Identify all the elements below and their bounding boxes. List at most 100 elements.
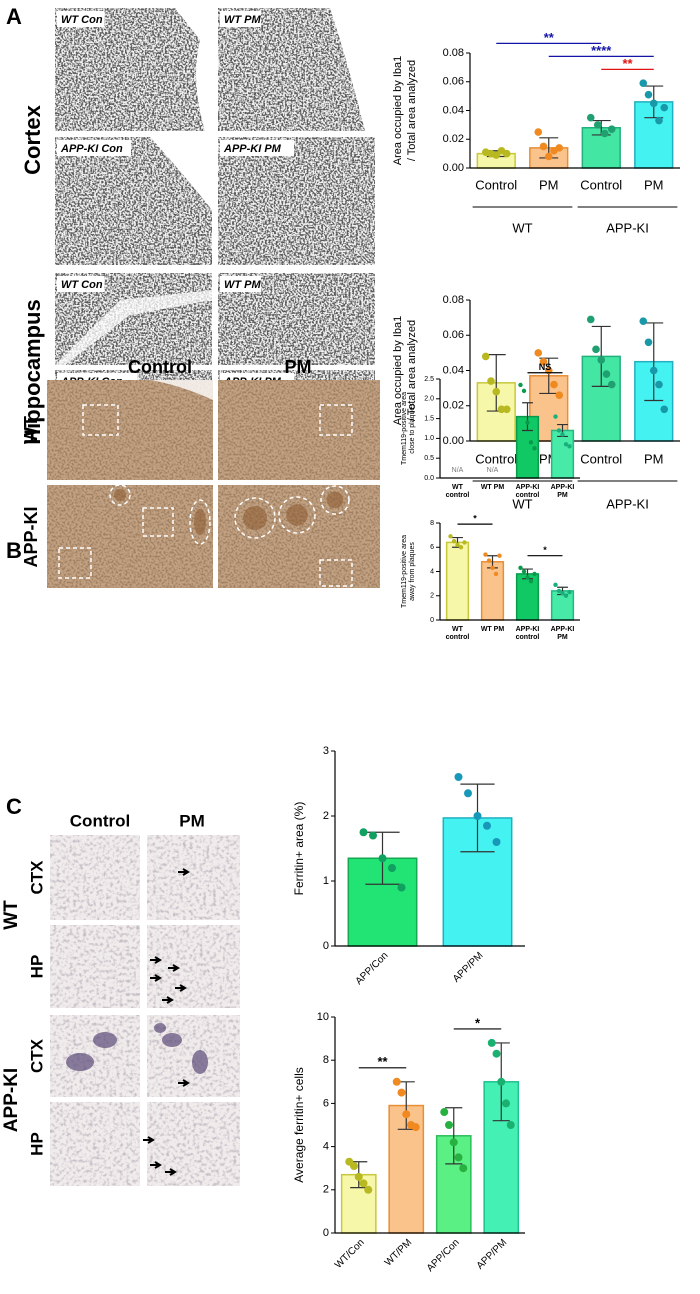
- image-label: WT Con: [61, 14, 103, 26]
- data-point: [553, 414, 558, 419]
- data-point: [350, 1162, 358, 1171]
- data-point: [449, 1138, 458, 1147]
- plaque-circle: [189, 499, 211, 545]
- x-tick-label: PM: [557, 634, 568, 641]
- significance-label: *: [543, 545, 547, 555]
- y-tick-label: 6: [430, 544, 434, 551]
- x-tick-label: APP-KI: [516, 626, 540, 633]
- image-label-bg: [57, 11, 105, 27]
- y-tick-label: 0: [323, 940, 329, 952]
- data-point: [528, 579, 534, 584]
- micrograph-texture: [218, 380, 380, 480]
- significance-label: **: [622, 56, 633, 71]
- data-point: [378, 854, 387, 863]
- arrow: [178, 868, 190, 876]
- significance-label: *: [475, 1015, 481, 1030]
- image-label-bg: [220, 11, 261, 27]
- region-label: CTX: [27, 1038, 46, 1073]
- image-label: WT Con: [61, 279, 103, 291]
- x-tick-label: APP-KI: [551, 626, 575, 633]
- data-point: [660, 405, 669, 414]
- y-tick-label: 8: [323, 1054, 329, 1066]
- plaque-blob: [194, 508, 206, 536]
- data-point: [534, 128, 543, 136]
- data-point: [528, 440, 534, 445]
- plaque-blob: [286, 504, 308, 526]
- data-point: [600, 129, 609, 138]
- y-axis-label: Ferritin+ area (%): [292, 802, 306, 896]
- x-tick-label: APP-KI: [551, 484, 575, 491]
- roi-box: [82, 404, 119, 436]
- data-point: [607, 125, 616, 133]
- value-label: N/A: [487, 467, 499, 474]
- data-point: [644, 338, 653, 347]
- data-point: [593, 121, 602, 129]
- arrow: [168, 964, 180, 972]
- data-point: [402, 1110, 411, 1119]
- micrograph-texture: [50, 925, 140, 1008]
- x-tick-label: Control: [475, 451, 517, 466]
- arrow: [162, 996, 174, 1004]
- tissue-edge: [150, 380, 213, 400]
- data-point: [607, 380, 616, 389]
- data-point: [555, 391, 564, 399]
- data-point: [411, 1123, 420, 1132]
- x-tick-label: APP/PM: [475, 1237, 510, 1272]
- plaque-blob: [243, 506, 267, 530]
- significance-label: *: [473, 514, 477, 524]
- y-tick-label: 2.5: [424, 376, 434, 383]
- micrograph-texture: [147, 835, 240, 920]
- x-tick-label: APP/Con: [425, 1237, 462, 1274]
- region-label: CTX: [27, 860, 46, 895]
- genotype-label: APP-KI: [1, 1068, 22, 1132]
- roi-box: [319, 559, 353, 587]
- x-tick-label: control: [446, 492, 470, 499]
- y-axis-label: away from plaques: [409, 542, 416, 601]
- y-tick-label: 1: [323, 875, 329, 887]
- plaque-blob: [114, 489, 126, 501]
- ferritin-blob: [192, 1050, 208, 1074]
- roi-box: [319, 404, 353, 436]
- x-tick-label: Control: [475, 177, 517, 192]
- y-tick-label: 0.5: [424, 455, 434, 462]
- group-label: APP-KI: [606, 496, 649, 511]
- column-label: PM: [179, 811, 205, 830]
- data-point: [459, 1164, 468, 1173]
- micrograph-texture: [147, 1102, 240, 1186]
- micrograph-texture: [218, 137, 375, 265]
- data-point: [359, 1179, 368, 1188]
- group-label: WT: [512, 220, 532, 235]
- y-tick-label: 0.08: [443, 47, 464, 59]
- arrow: [150, 1161, 162, 1169]
- region-label: HP: [27, 1132, 46, 1156]
- data-point: [534, 349, 543, 357]
- x-tick-label: PM: [557, 492, 568, 499]
- data-point: [506, 1121, 515, 1129]
- data-point: [492, 838, 501, 846]
- y-tick-label: 4: [323, 1141, 329, 1153]
- x-tick-label: control: [446, 634, 470, 641]
- y-axis-label: / Total area analyzed: [406, 320, 418, 421]
- data-point: [555, 144, 564, 152]
- row-label: WT: [21, 416, 41, 444]
- data-point: [563, 593, 569, 598]
- error-bar: [522, 402, 533, 432]
- x-tick-label: Control: [580, 451, 622, 466]
- plaque-circle: [109, 484, 131, 506]
- y-tick-label: 8: [430, 520, 434, 527]
- ferritin-blob: [154, 1023, 166, 1033]
- data-point: [521, 388, 527, 394]
- data-point: [497, 1077, 506, 1086]
- value-label: N/A: [452, 467, 464, 474]
- data-point: [649, 99, 658, 108]
- data-point: [369, 831, 377, 840]
- row-label: APP-KI: [21, 506, 41, 567]
- arrow: [150, 956, 162, 964]
- y-axis-label: Average ferritin+ cells: [292, 1067, 306, 1183]
- roi-box: [58, 547, 92, 579]
- y-axis-label: / Total area analyzed: [406, 60, 418, 161]
- y-tick-label: 0.08: [443, 294, 464, 306]
- data-point: [567, 589, 572, 595]
- image-label-bg: [57, 140, 131, 156]
